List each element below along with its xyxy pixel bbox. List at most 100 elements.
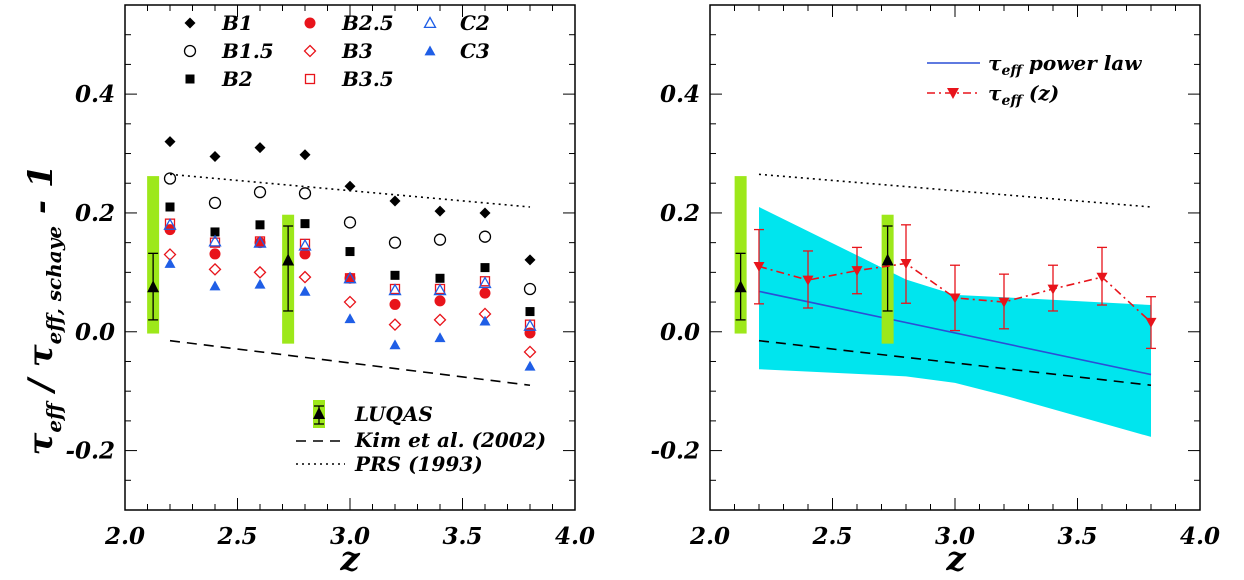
x-tick-label-left: 3.5 bbox=[442, 523, 482, 550]
point-b1 bbox=[254, 142, 266, 154]
point-b2 bbox=[165, 202, 175, 212]
legend-marker-b2-5 bbox=[304, 17, 316, 29]
legend-luqas-marker bbox=[313, 407, 325, 419]
point-c3 bbox=[344, 313, 356, 324]
point-c3 bbox=[299, 285, 311, 296]
point-b1-5 bbox=[208, 196, 222, 209]
point-b1 bbox=[389, 195, 401, 207]
left-panel: 2.0 2.5 3.0 3.5 4.0 -0.2 0.0 0.2 0.4 bbox=[65, 4, 595, 550]
point-c2 bbox=[343, 271, 357, 284]
legend-label-prs: PRS (1993) bbox=[354, 452, 483, 476]
point-c2 bbox=[433, 283, 447, 296]
point-b1 bbox=[164, 136, 176, 148]
legend-label-c3: C3 bbox=[460, 39, 490, 63]
point-b1-5 bbox=[388, 236, 402, 249]
point-b2-5 bbox=[299, 248, 311, 260]
x-axis-title-left: z bbox=[339, 539, 360, 579]
tau-z-point bbox=[1096, 272, 1108, 283]
luqas-point bbox=[147, 280, 160, 293]
point-b2 bbox=[480, 263, 490, 273]
point-c2 bbox=[523, 318, 537, 331]
luqas-point bbox=[881, 253, 894, 266]
point-b2 bbox=[525, 307, 535, 317]
kim-2002-line bbox=[169, 339, 531, 387]
point-b1-5 bbox=[478, 230, 492, 243]
legend-marker-b3-5 bbox=[304, 73, 316, 85]
tau-z-point bbox=[949, 293, 961, 304]
tau-z-point bbox=[998, 297, 1010, 308]
legend-label-b1: B1 bbox=[221, 11, 253, 35]
point-c2 bbox=[208, 234, 222, 247]
point-c3 bbox=[434, 332, 446, 343]
point-b1-5 bbox=[523, 282, 537, 296]
x-tick-label-left: 3.0 bbox=[330, 523, 370, 550]
point-c3 bbox=[254, 278, 266, 289]
point-b2 bbox=[300, 219, 310, 229]
point-b3 bbox=[253, 265, 267, 279]
point-b3 bbox=[523, 345, 537, 359]
point-b2 bbox=[345, 247, 355, 257]
tau-z-point bbox=[900, 259, 912, 269]
right-panel: 2.0 2.5 3.0 3.5 4.0 -0.2 0.0 0.2 0.4 bbox=[650, 4, 1220, 550]
point-b3 bbox=[343, 295, 357, 309]
point-b1 bbox=[299, 149, 311, 161]
x-tick-label-left: 2.0 bbox=[104, 523, 145, 550]
x-tick-label-right: 4.0 bbox=[1180, 523, 1220, 550]
plot-frame-left bbox=[124, 4, 576, 511]
legend-marker-b2 bbox=[185, 74, 195, 84]
point-b1-5 bbox=[298, 187, 312, 200]
prs-1993-line bbox=[758, 173, 1152, 208]
legend-label-b3: B3 bbox=[341, 39, 373, 63]
point-b3 bbox=[298, 270, 312, 284]
legend-label-b1-5: B1.5 bbox=[221, 39, 274, 63]
point-b3 bbox=[208, 262, 222, 276]
point-b2 bbox=[210, 227, 220, 237]
plot-frame-right bbox=[709, 4, 1201, 511]
point-b1 bbox=[434, 205, 446, 217]
legend-label-b2: B2 bbox=[221, 67, 253, 91]
model-legend: τeff power law τeff (z) bbox=[927, 51, 1142, 109]
y-tick-label-left: 0.4 bbox=[75, 81, 115, 108]
point-c2 bbox=[478, 276, 492, 289]
legend-marker-c3 bbox=[424, 45, 436, 56]
point-b1-5 bbox=[343, 216, 357, 229]
legend-marker-b1 bbox=[184, 17, 196, 29]
legend-label-kim: Kim et al. (2002) bbox=[354, 428, 546, 452]
point-b1 bbox=[344, 180, 356, 192]
point-b2-5 bbox=[434, 295, 446, 307]
x-tick-label-right: 3.0 bbox=[935, 523, 975, 550]
point-b3 bbox=[388, 318, 402, 332]
point-b1 bbox=[479, 207, 491, 219]
y-tick-label-right: -0.2 bbox=[650, 438, 700, 465]
point-b2-5 bbox=[479, 287, 491, 299]
legend-label-b3-5: B3.5 bbox=[341, 67, 394, 91]
x-tick-label-left: 2.5 bbox=[216, 523, 257, 550]
legend-marker-c2 bbox=[423, 16, 437, 29]
legend-label-c2: C2 bbox=[460, 11, 490, 35]
x-tick-label-right: 3.5 bbox=[1057, 523, 1097, 550]
x-axis-title-right: z bbox=[945, 539, 966, 579]
legend-label-b2-5: B2.5 bbox=[341, 11, 394, 35]
legend-marker-b3 bbox=[303, 44, 317, 58]
point-c2 bbox=[298, 238, 312, 251]
point-b2-5 bbox=[389, 298, 401, 310]
point-b1-5 bbox=[253, 185, 267, 199]
x-tick-label-right: 2.0 bbox=[689, 523, 730, 550]
legend-label-power-law: τeff power law bbox=[988, 51, 1142, 79]
point-c3 bbox=[479, 315, 491, 326]
legend-label-luqas: LUQAS bbox=[354, 402, 433, 426]
point-b2-5 bbox=[344, 272, 356, 284]
tau-z-point bbox=[851, 266, 863, 277]
y-tick-label-right: 0.2 bbox=[660, 200, 700, 227]
point-b1 bbox=[209, 151, 221, 162]
point-b1 bbox=[524, 254, 536, 266]
series-legend: B1 B1.5 B2 B2.5 B3 B3.5 C2 C3 bbox=[183, 11, 490, 91]
luqas-point bbox=[282, 253, 295, 266]
legend-marker-b1-5 bbox=[183, 44, 197, 58]
kim-2002-line bbox=[758, 339, 1152, 387]
y-axis-title: τeff / τeff, schaye - 1 bbox=[21, 164, 66, 455]
x-tick-label-left: 4.0 bbox=[555, 523, 595, 550]
y-tick-label-right: 0.0 bbox=[660, 319, 700, 346]
reference-legend: LUQAS Kim et al. (2002) PRS (1993) bbox=[296, 400, 546, 476]
